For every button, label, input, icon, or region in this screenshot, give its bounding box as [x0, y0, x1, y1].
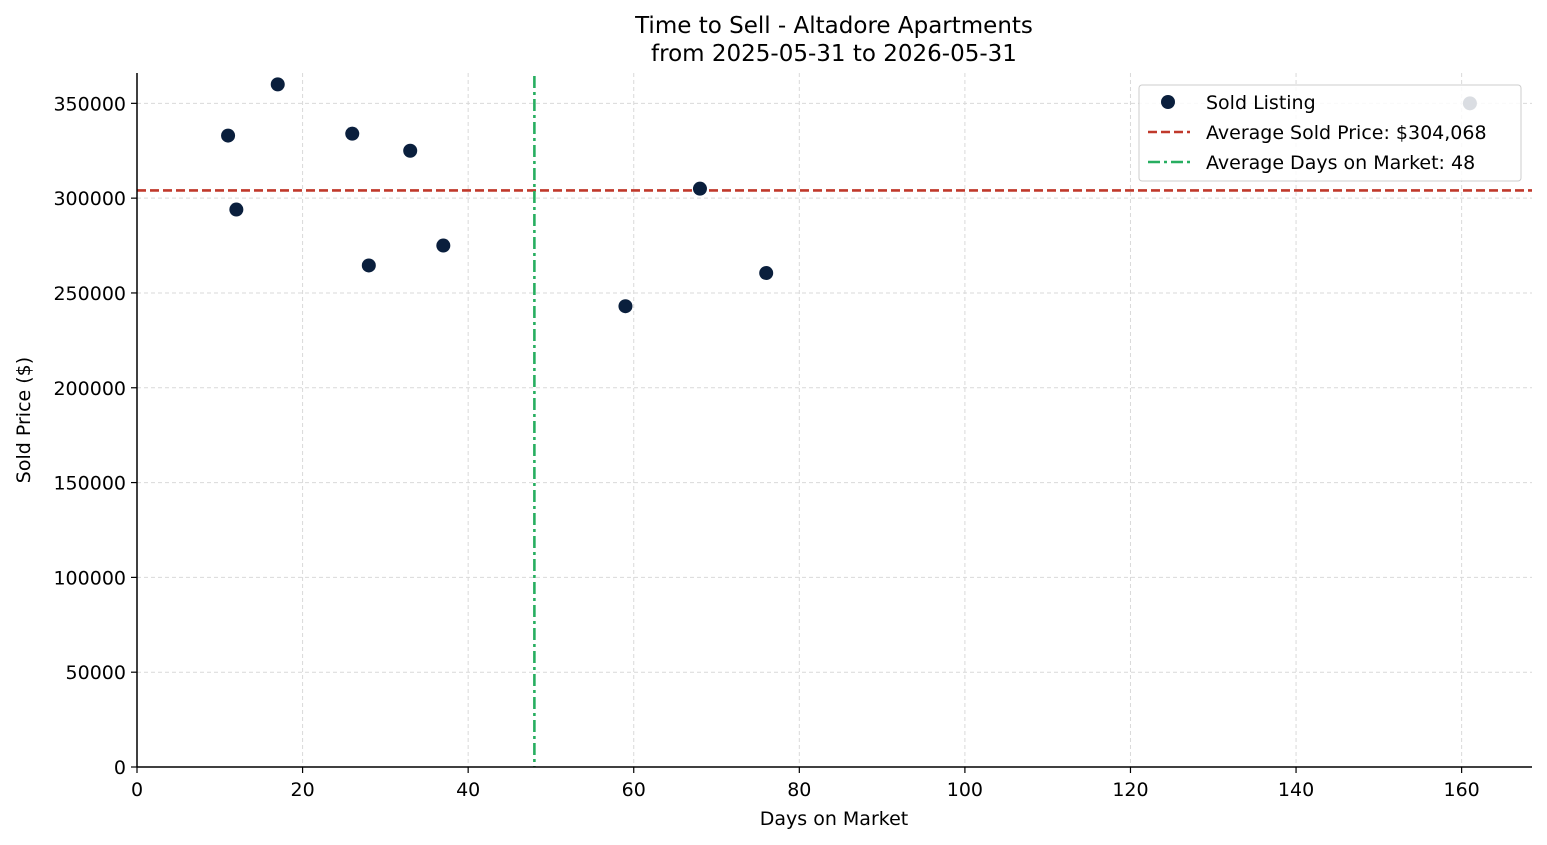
data-point: [403, 143, 418, 158]
y-tick-label: 200000: [53, 378, 126, 400]
x-tick-label: 60: [622, 779, 646, 801]
x-tick-label: 100: [947, 779, 983, 801]
y-tick-label: 150000: [53, 473, 126, 495]
y-tick-label: 350000: [53, 93, 126, 115]
x-tick-label: 140: [1278, 779, 1314, 801]
x-axis-label: Days on Market: [760, 808, 908, 830]
legend-label-sold-listing: Sold Listing: [1206, 92, 1316, 114]
x-tick-label: 160: [1443, 779, 1479, 801]
legend: Sold Listing Average Sold Price: $304,068…: [1138, 84, 1522, 182]
data-point: [221, 128, 236, 143]
x-tick-label: 0: [131, 779, 143, 801]
chart-subtitle: from 2025-05-31 to 2026-05-31: [651, 41, 1017, 67]
y-tick-label: 100000: [53, 567, 126, 589]
data-point: [436, 238, 451, 253]
y-axis-label: Sold Price ($): [13, 357, 35, 483]
axes: 0 20 40 60 80 100 120 140 160 0 50000 100000 150000 2…: [53, 73, 1532, 801]
legend-marker-sold-listing: [1161, 95, 1175, 109]
x-tick-label: 40: [456, 779, 480, 801]
y-tick-label: 50000: [66, 662, 126, 684]
data-point: [692, 181, 707, 196]
reference-lines: [137, 76, 1532, 767]
legend-label-average-price: Average Sold Price: $304,068: [1206, 122, 1487, 144]
data-point: [759, 266, 774, 281]
y-tick-label: 300000: [53, 188, 126, 210]
x-tick-label: 120: [1112, 779, 1148, 801]
y-tick-label: 0: [114, 757, 126, 779]
legend-label-average-days: Average Days on Market: 48: [1206, 152, 1475, 174]
data-point: [361, 258, 376, 273]
legend-box: [1138, 84, 1522, 182]
x-tick-label: 80: [787, 779, 811, 801]
x-tick-label: 20: [290, 779, 314, 801]
y-tick-label: 250000: [53, 283, 126, 305]
chart-title: Time to Sell - Altadore Apartments: [634, 13, 1033, 39]
data-point: [270, 77, 285, 92]
data-point: [618, 299, 633, 314]
data-point: [229, 202, 244, 217]
data-point: [345, 126, 360, 141]
